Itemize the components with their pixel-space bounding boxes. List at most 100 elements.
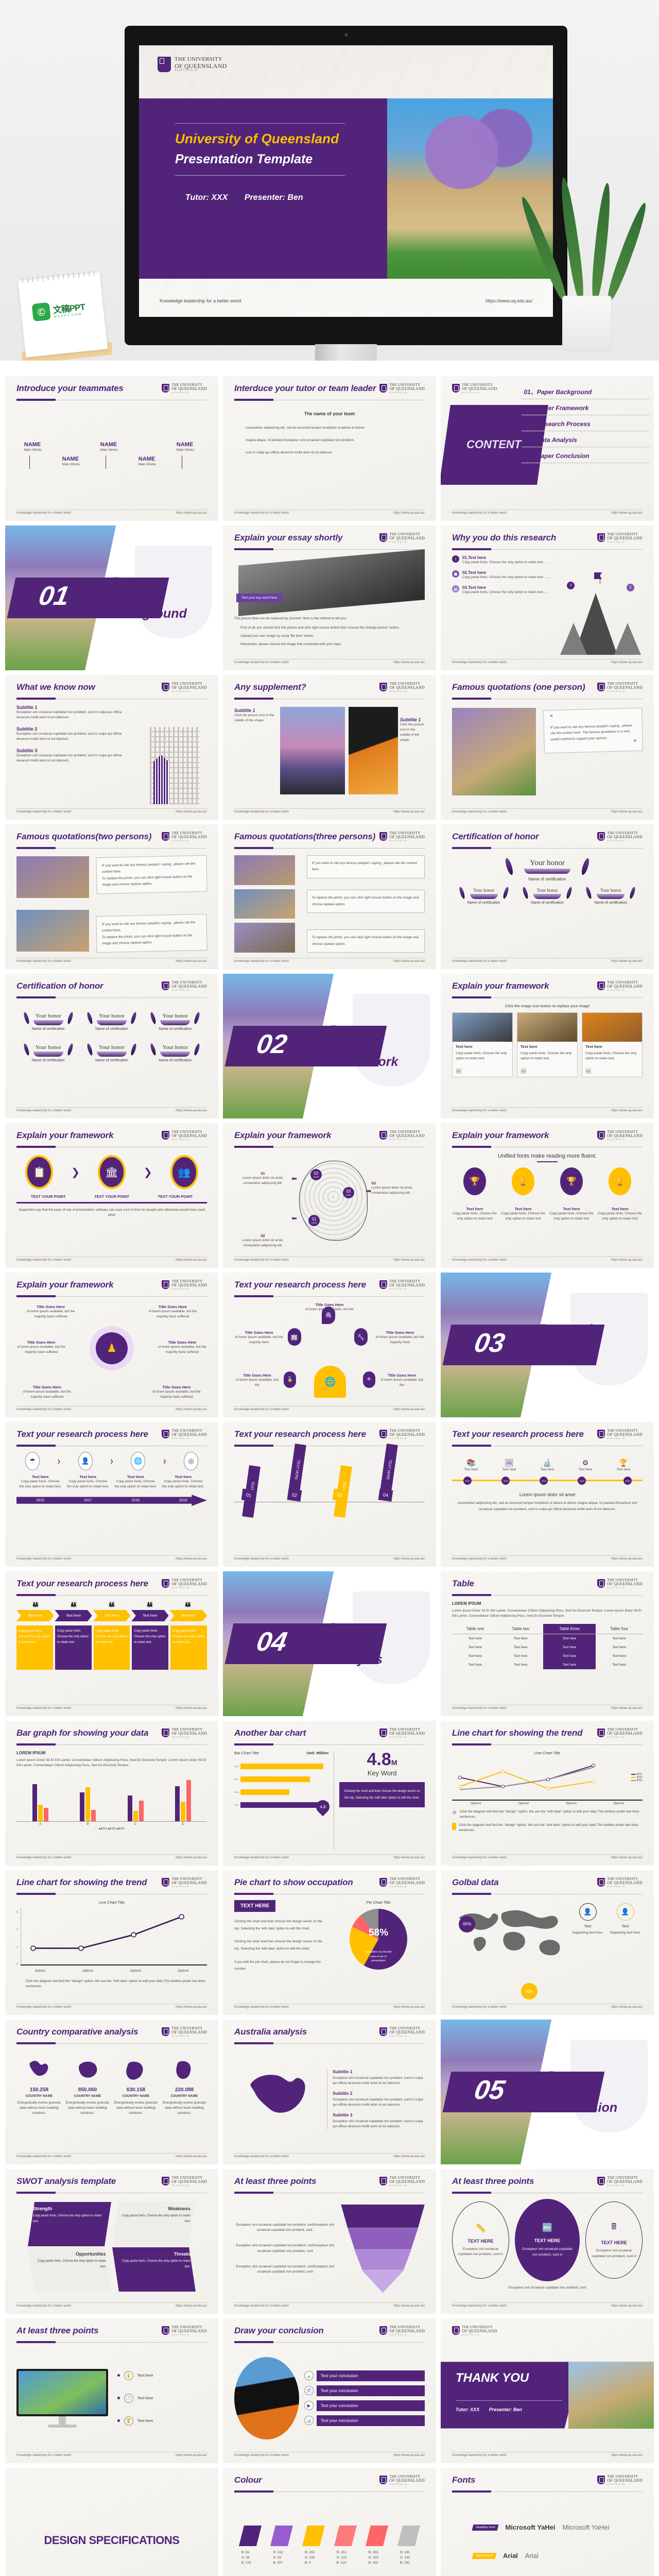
slide-thumb-process-tilted[interactable]: Text your research process here THE UNIV… xyxy=(223,1422,436,1567)
country-name: COUNTRY NAME xyxy=(170,2094,198,2098)
slide-thumb-bar-graph[interactable]: Bar graph for showing your data THE UNIV… xyxy=(5,1721,218,1866)
slide-thumb-fonts[interactable]: Fonts THE UNIVERSITY OF QUEENSLAND AUSTRAL… xyxy=(441,2468,654,2576)
why-point: i 01.Text here Copy paste fonts. Choose … xyxy=(452,555,559,565)
section-word-1: Paper xyxy=(330,1023,366,1038)
certification-name: Name of certification xyxy=(594,901,628,905)
slide-thumb-essay[interactable]: Explain your essay shortly THE UNIVERSIT… xyxy=(223,526,436,670)
honor-badge: Your honor Name of certification xyxy=(23,1011,74,1031)
subtitle-body: Excepteur sint occaecat cupidatat non pr… xyxy=(16,710,122,720)
slide-thumb-three-monitor[interactable]: At least three points THE UNIVERSITY OF Q… xyxy=(5,2318,218,2463)
content-item[interactable]: 03、Research Process xyxy=(522,415,650,432)
slide-thumb-what-we-know[interactable]: What we know now THE UNIVERSITY OF QUEENS… xyxy=(5,675,218,820)
marker-icon xyxy=(452,1823,456,1831)
slide-thumb-quote-three[interactable]: Famous quotations(three persons) THE UNI… xyxy=(223,824,436,969)
content-item[interactable]: 01、Paper Background xyxy=(522,383,650,400)
person-icon: 👤 xyxy=(616,1903,634,1921)
slide-thumb-design-spec[interactable]: DESIGN SPECIFICATIONS xyxy=(5,2468,218,2576)
card-body: Excepteur sint occaecat cupidatat non pr… xyxy=(458,2247,504,2256)
slide-thumb-honor-2[interactable]: Certification of honor THE UNIVERSITY OF … xyxy=(5,974,218,1118)
image-placeholder-icon[interactable]: 🖼 xyxy=(585,1069,592,1074)
slide-thumb-three-ovals[interactable]: At least three points THE UNIVERSITY OF Q… xyxy=(441,2169,654,2314)
content-item[interactable]: 05、Paper Conclusion xyxy=(522,447,650,464)
item-heading: Title Goes Here xyxy=(242,1372,271,1378)
conclusion-row: 🍃 Text your conclusion xyxy=(304,2370,425,2381)
brain-icon xyxy=(299,1161,368,1241)
chevron-body: Copy paste fonts. Choose the only option… xyxy=(93,1625,130,1670)
uq-logo-icon: THE UNIVERSITY OF QUEENSLAND AUSTRALIA xyxy=(379,532,425,543)
slide-thumb-line-multi[interactable]: Line chart for showing the trend THE UNI… xyxy=(441,1721,654,1866)
flower-pot xyxy=(562,296,612,351)
chart-note: Clicking the chart and than choose the d… xyxy=(339,1782,425,1808)
font-sample-regular: Arial xyxy=(525,2552,539,2560)
slide-thumb-another-bar[interactable]: Another bar chart THE UNIVERSITY OF QUEEN… xyxy=(223,1721,436,1866)
slide-thumb-supplement[interactable]: Any supplement? THE UNIVERSITY OF QUEENSL… xyxy=(223,675,436,820)
uq-logo-icon: THE UNIVERSITY OF QUEENSLAND AUSTRALIA xyxy=(379,1877,425,1888)
slide-title: Australia analysis xyxy=(234,2027,307,2037)
slide-thumb-honor-1[interactable]: Certification of honor THE UNIVERSITY OF … xyxy=(441,824,654,969)
arc-item: Title Goes Here of lorem ipsum available,… xyxy=(375,1330,425,1345)
slide-thumb-process-chevrons[interactable]: Text your research process here THE UNIV… xyxy=(5,1571,218,1716)
slide-thumb-quote-two[interactable]: Famous quotations(two persons) THE UNIVE… xyxy=(5,824,218,969)
slide-title: Draw your conclusion xyxy=(234,2326,324,2335)
slide-thumb-process-arrow[interactable]: Text your research process here THE UNIV… xyxy=(5,1422,218,1567)
content-item[interactable]: 04、Data Analysis xyxy=(522,431,650,448)
slide-thumb-content[interactable]: THE UNIVERSITY OF QUEENSLAND AUSTRALIA CON… xyxy=(441,376,654,521)
quote-photo xyxy=(16,856,89,899)
section-word-2: Analysis xyxy=(330,1652,383,1667)
slide-thumb-three-funnel[interactable]: At least three points THE UNIVERSITY OF Q… xyxy=(223,2169,436,2314)
slide-thumb-colour[interactable]: Colour THE UNIVERSITY OF QUEENSLAND AUSTRA… xyxy=(223,2468,436,2576)
item-heading: Title Goes Here xyxy=(245,1330,273,1335)
font-sample-regular: Microsoft YaHei xyxy=(562,2523,610,2531)
subtitle-body: Excepteur sint occaecat cupidatat non pr… xyxy=(16,732,122,741)
trophy-icon: 🏆 xyxy=(609,1167,631,1195)
slide-thumb-swot[interactable]: SWOT analysis template THE UNIVERSITY OF … xyxy=(5,2169,218,2314)
leaf-icon: 🍃 xyxy=(304,2371,314,2380)
slide-title: Certification of honor xyxy=(16,981,103,991)
slide-title: Text your research process here xyxy=(16,1429,148,1439)
slide-thumb-quote-one[interactable]: Famous quotations (one person) THE UNIVE… xyxy=(441,675,654,820)
slide-thumb-tutor[interactable]: Interduce your tutor or team leader THE … xyxy=(223,376,436,521)
monitor-screen: THE UNIVERSITY OF QUEENSLAND AUSTRALIA U… xyxy=(139,45,553,317)
slide-thumb-line-single[interactable]: Line chart for showing the trend THE UNI… xyxy=(5,1870,218,2015)
slide-thumb-section-04[interactable]: 04 Data Analysis xyxy=(223,1571,436,1716)
slide-thumb-australia[interactable]: Australia analysis THE UNIVERSITY OF QUEE… xyxy=(223,2020,436,2164)
image-placeholder-icon[interactable]: 🖼 xyxy=(456,1069,462,1074)
slide-title: Explain your framework xyxy=(452,1130,549,1140)
item-heading: Title Goes Here xyxy=(158,1304,187,1309)
point-label: 01.Text here xyxy=(462,555,487,560)
arrow-left-icon: ⬅ xyxy=(291,1175,297,1183)
image-placeholder-icon[interactable]: 🖼 xyxy=(521,1069,527,1074)
uq-logo-icon: THE UNIVERSITY OF QUEENSLAND AUSTRALIA xyxy=(597,980,643,991)
slide-thumb-section-03[interactable]: 03 Research Process xyxy=(441,1273,654,1417)
slide-thumb-framework-4[interactable]: Explain your framework THE UNIVERSITY OF … xyxy=(441,1123,654,1268)
slide-thumb-conclusion[interactable]: Draw your conclusion THE UNIVERSITY OF QU… xyxy=(223,2318,436,2463)
title-band: University of Queensland Presentation Te… xyxy=(139,98,553,279)
uq-logo-icon: THE UNIVERSITY OF QUEENSLAND AUSTRALIA xyxy=(162,1578,207,1589)
slide-thumb-framework-5[interactable]: Explain your framework THE UNIVERSITY OF … xyxy=(5,1273,218,1417)
slide-thumb-thank-you[interactable]: THE UNIVERSITY OF QUEENSLAND AUSTRALIA THA… xyxy=(441,2318,654,2463)
card-body: Copy paste fonts. Choose the only option… xyxy=(598,1212,642,1221)
conclusion-label: Text your conclusion xyxy=(316,2370,425,2381)
slide-thumb-framework-3[interactable]: Explain your framework THE UNIVERSITY OF … xyxy=(223,1123,436,1268)
swatch-r: R: 251 xyxy=(336,2551,346,2554)
slide-thumb-table[interactable]: Table THE UNIVERSITY OF QUEENSLAND AUSTRAL… xyxy=(441,1571,654,1716)
slide-thumb-country[interactable]: Country comparative analysis THE UNIVERS… xyxy=(5,2020,218,2164)
slide-thumb-framework-1[interactable]: Explain your framework THE UNIVERSITY OF … xyxy=(441,974,654,1118)
slide-thumb-pie[interactable]: Pie chart to show occupation THE UNIVERS… xyxy=(223,1870,436,2015)
slide-thumb-global[interactable]: Golbal data THE UNIVERSITY OF QUEENSLAND A… xyxy=(441,1870,654,2015)
slide-thumb-process-years[interactable]: Text your research process here THE UNIV… xyxy=(441,1422,654,1567)
slide-thumb-section-02[interactable]: 02 Paper Framework xyxy=(223,974,436,1118)
pin-icon: ✈ xyxy=(362,1371,375,1388)
section-word-1: Paper xyxy=(112,574,148,589)
content-item[interactable]: 02、Paper Framework xyxy=(522,399,650,416)
clock-icon: 🕐 xyxy=(124,2393,133,2403)
card-heading: Text here xyxy=(514,1207,532,1211)
section-word-1: Data xyxy=(330,1620,358,1635)
slide-thumb-teammates[interactable]: Introduce your teammates THE UNIVERSITY … xyxy=(5,376,218,521)
step-number: 03 xyxy=(371,1181,376,1186)
slide-thumb-section-05[interactable]: 05 Paper Conclusion xyxy=(441,2020,654,2164)
slide-thumb-process-arc[interactable]: Text your research process here THE UNIV… xyxy=(223,1273,436,1417)
slide-thumb-why-research[interactable]: Why you do this research THE UNIVERSITY O… xyxy=(441,526,654,670)
slide-thumb-framework-2[interactable]: Explain your framework THE UNIVERSITY OF … xyxy=(5,1123,218,1268)
slide-thumb-section-01[interactable]: 01 Paper Background xyxy=(5,526,218,670)
